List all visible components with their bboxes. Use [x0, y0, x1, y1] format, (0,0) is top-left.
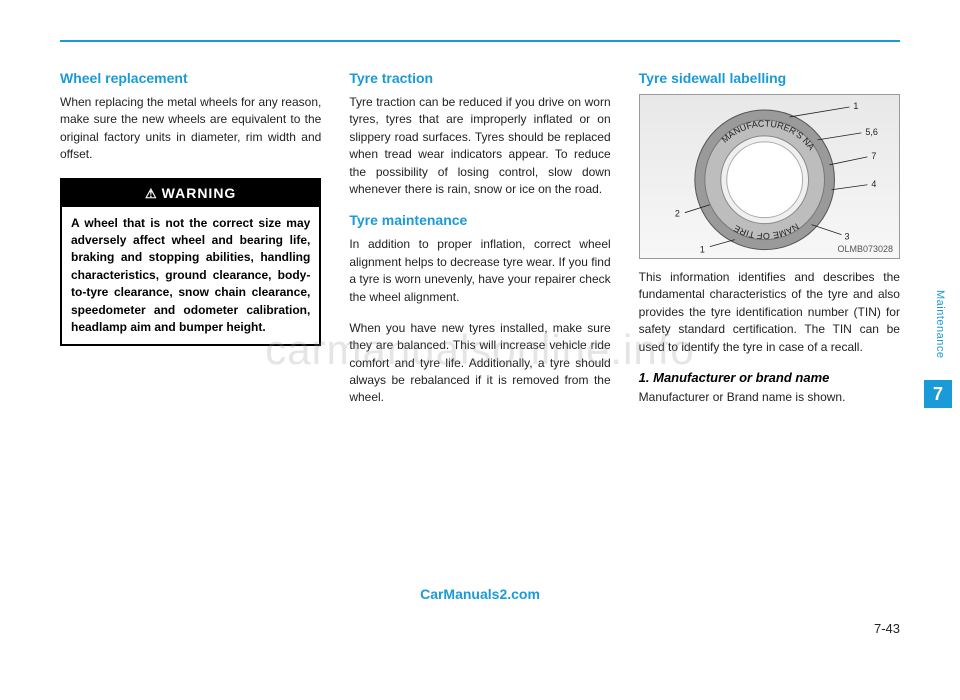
- manual-page: Wheel replacement When replacing the met…: [60, 40, 900, 640]
- warning-body-text: A wheel that is not the correct size may…: [62, 207, 319, 345]
- sidewall-text: This information identifies and describe…: [639, 269, 900, 356]
- warning-title-text: WARNING: [162, 185, 237, 201]
- content-columns: Wheel replacement When replacing the met…: [60, 70, 900, 421]
- callout-2: 2: [675, 209, 680, 219]
- callout-1b: 1: [699, 245, 704, 255]
- tyre-maintenance-heading: Tyre maintenance: [349, 212, 610, 228]
- tyre-traction-text: Tyre traction can be reduced if you driv…: [349, 94, 610, 198]
- warning-heading: ⚠WARNING: [62, 180, 319, 207]
- wheel-replacement-text: When replacing the metal wheels for any …: [60, 94, 321, 164]
- side-tab-number: 7: [924, 380, 952, 408]
- wheel-replacement-heading: Wheel replacement: [60, 70, 321, 86]
- top-rule: [60, 40, 900, 42]
- page-number: 7-43: [874, 621, 900, 636]
- tyre-figure: MANUFACTURER'S NAME NAME OF TIRE 1 5,6: [639, 94, 900, 259]
- callout-1a: 1: [853, 101, 858, 111]
- tyre-traction-heading: Tyre traction: [349, 70, 610, 86]
- manufacturer-subhead: 1. Manufacturer or brand name: [639, 370, 900, 385]
- side-tab-label: Maintenance: [934, 290, 946, 359]
- callout-3: 3: [844, 232, 849, 242]
- tyre-maintenance-text-1: In addition to proper inflation, correct…: [349, 236, 610, 306]
- sidewall-heading: Tyre sidewall labelling: [639, 70, 900, 86]
- column-2: Tyre traction Tyre traction can be reduc…: [349, 70, 610, 421]
- warning-icon: ⚠: [145, 186, 158, 202]
- tyre-maintenance-text-2: When you have new tyres installed, make …: [349, 320, 610, 407]
- tyre-svg: MANUFACTURER'S NAME NAME OF TIRE 1 5,6: [640, 95, 899, 260]
- watermark-carmanuals2: CarManuals2.com: [420, 586, 540, 602]
- callout-56: 5,6: [865, 127, 877, 137]
- column-3: Tyre sidewall labelling MANUFACTURER'S N…: [639, 70, 900, 421]
- column-1: Wheel replacement When replacing the met…: [60, 70, 321, 421]
- callout-7: 7: [871, 151, 876, 161]
- manufacturer-text: Manufacturer or Brand name is shown.: [639, 389, 900, 406]
- callout-4: 4: [871, 179, 876, 189]
- figure-code: OLMB073028: [837, 244, 893, 254]
- warning-box: ⚠WARNING A wheel that is not the correct…: [60, 178, 321, 347]
